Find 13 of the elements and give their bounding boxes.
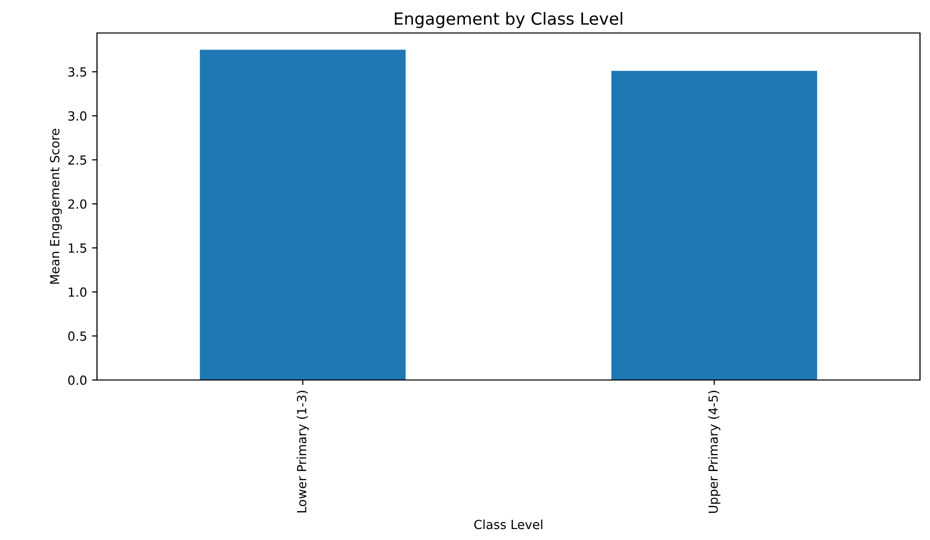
y-tick-label: 2.0 <box>68 199 86 209</box>
y-tick-label: 2.5 <box>68 155 86 165</box>
y-tick-label: 3.5 <box>68 67 86 77</box>
x-axis-title: Class Level <box>474 520 542 530</box>
x-tick-label: Lower Primary (1-3) <box>296 390 309 512</box>
y-tick-label: 3.0 <box>68 111 86 121</box>
y-tick-label: 0.0 <box>68 375 86 385</box>
x-tick-label: Upper Primary (4-5) <box>708 390 720 513</box>
y-axis-title: Mean Engagement Score <box>50 128 62 284</box>
chart-title: Engagement by Class Level <box>394 12 622 28</box>
y-tick-label: 1.0 <box>68 287 86 297</box>
y-tick-label: 0.5 <box>68 331 86 341</box>
y-tick-label: 1.5 <box>68 244 86 253</box>
